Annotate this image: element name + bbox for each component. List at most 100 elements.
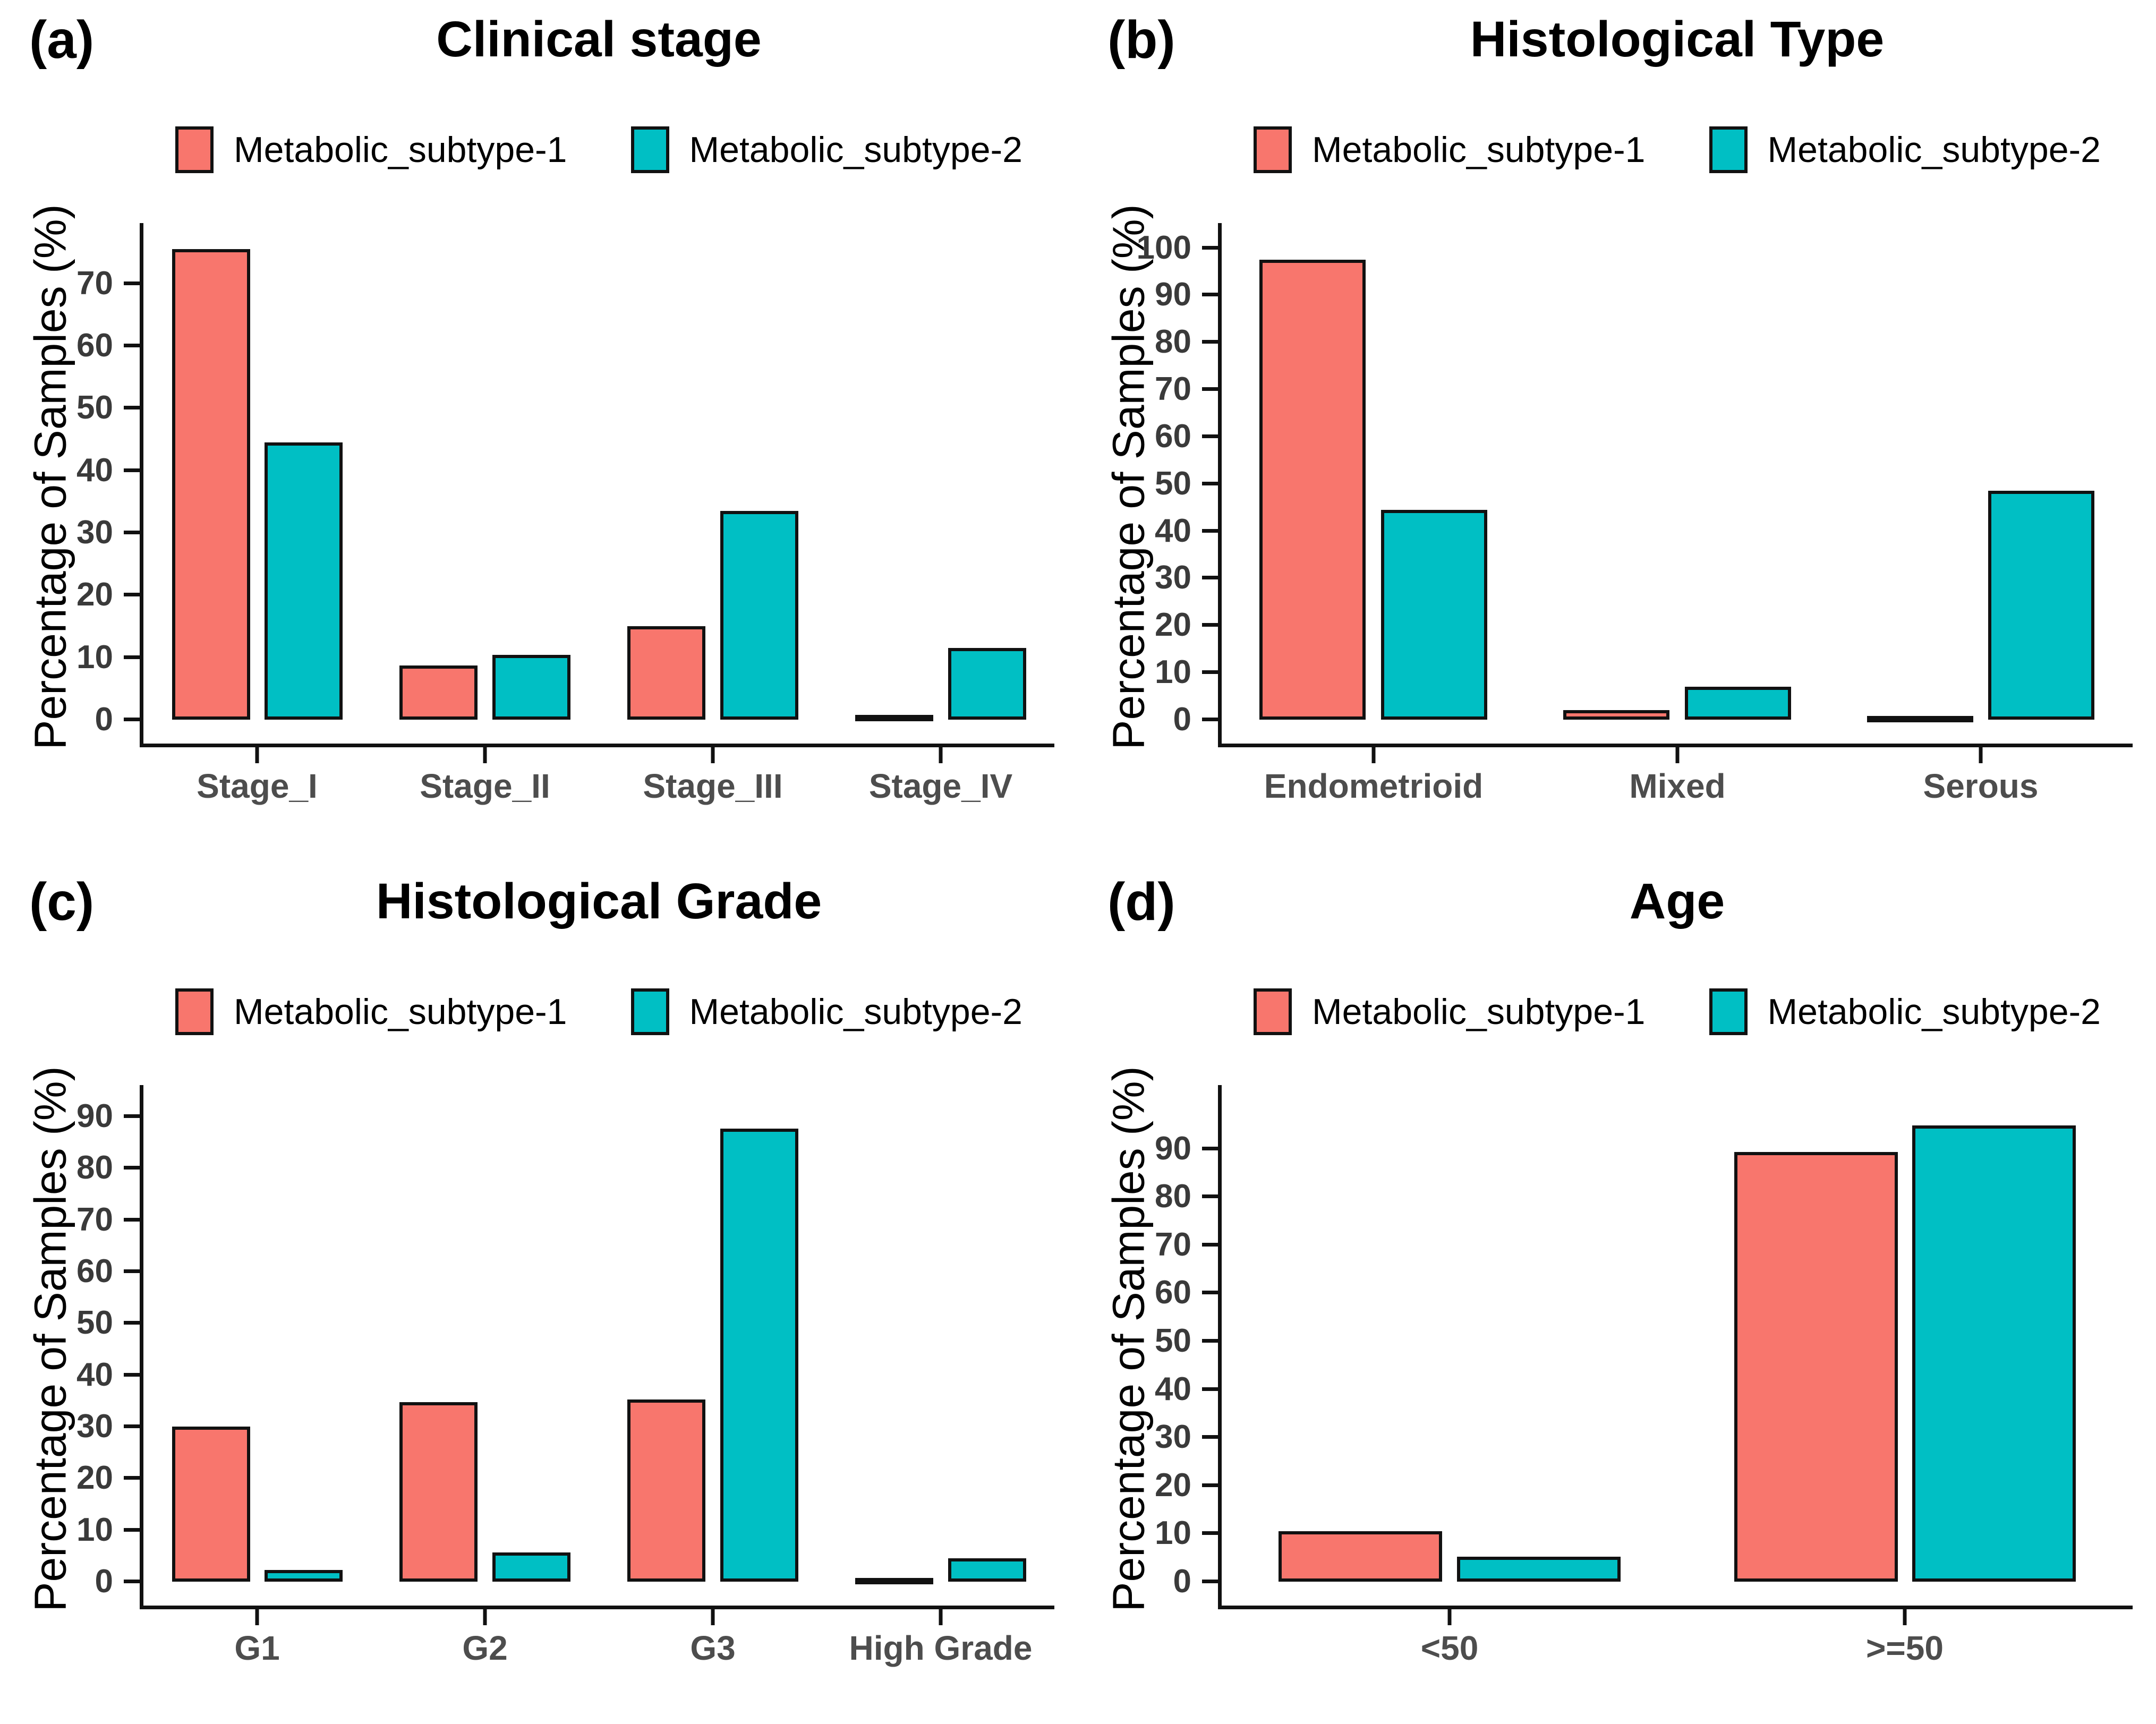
y-tick-label: 50 [1155, 1322, 1191, 1359]
panel-clinical-stage: (a) Clinical stage Metabolic_subtype-1 Meta… [0, 0, 1078, 862]
y-tick-mark [124, 593, 140, 596]
y-tick-mark [124, 468, 140, 472]
panel-histological-grade: (c) Histological Grade Metabolic_subtype-1… [0, 862, 1078, 1724]
y-tick-label: 0 [95, 1563, 113, 1600]
y-tick-mark [1202, 1339, 1218, 1343]
legend-label: Metabolic_subtype-2 [689, 130, 1022, 170]
x-tick-mark [1903, 1609, 1907, 1625]
y-tick-label: 30 [76, 514, 113, 551]
y-tick-mark [1202, 1243, 1218, 1247]
x-tick-mark [255, 747, 259, 763]
bar-Stage_I-subtype1 [172, 249, 250, 720]
panel-title: Age [1629, 873, 1725, 929]
x-category-label: Stage_II [420, 767, 550, 805]
legend-label: Metabolic_subtype-2 [1767, 130, 2101, 170]
y-tick-label: 90 [1155, 276, 1191, 313]
y-tick-label: 10 [1155, 654, 1191, 690]
y-tick-mark [1202, 246, 1218, 250]
y-tick-mark [1202, 623, 1218, 627]
y-tick-label: 50 [76, 389, 113, 426]
x-tick-mark [483, 1609, 487, 1625]
x-tick-mark [1979, 747, 1983, 763]
x-axis-line [1218, 1606, 2133, 1609]
bar-Stage_IV-subtype2 [948, 648, 1026, 720]
y-tick-label: 80 [76, 1149, 113, 1186]
y-tick-label: 50 [1155, 465, 1191, 502]
legend-label: Metabolic_subtype-1 [1312, 130, 1646, 170]
bar-G2-subtype2 [492, 1552, 570, 1582]
bar-Stage_III-subtype2 [720, 511, 798, 720]
y-tick-mark [124, 344, 140, 347]
bar->=50-subtype2 [1912, 1125, 2076, 1582]
y-tick-mark [124, 1269, 140, 1273]
y-tick-label: 30 [1155, 1419, 1191, 1455]
x-category-label: Stage_III [643, 767, 783, 805]
legend-label: Metabolic_subtype-1 [234, 130, 567, 170]
legend-item: Metabolic_subtype-1 [175, 126, 567, 173]
y-tick-mark [1202, 387, 1218, 391]
y-tick-label: 70 [1155, 1226, 1191, 1263]
panel-title: Clinical stage [436, 11, 762, 67]
y-tick-label: 40 [1155, 1371, 1191, 1407]
legend-label: Metabolic_subtype-1 [234, 992, 567, 1032]
x-category-label: G1 [234, 1629, 280, 1667]
y-tick-mark [124, 1424, 140, 1428]
y-tick-mark [124, 281, 140, 285]
x-category-label: Endometrioid [1264, 767, 1484, 805]
y-tick-mark [1202, 576, 1218, 579]
y-tick-label: 40 [1155, 513, 1191, 549]
panel-age: (d) Age Metabolic_subtype-1 Metabolic_subty… [1078, 862, 2156, 1724]
legend-label: Metabolic_subtype-2 [689, 992, 1022, 1032]
y-tick-label: 20 [76, 576, 113, 613]
bar-Stage_II-subtype2 [492, 655, 570, 720]
y-tick-mark [124, 1218, 140, 1222]
legend-color-swatch [175, 126, 214, 173]
y-tick-label: 20 [76, 1460, 113, 1496]
bar-Serous-subtype1 [1867, 716, 1973, 722]
y-tick-mark [124, 531, 140, 534]
y-tick-mark [1202, 529, 1218, 533]
legend-item: Metabolic_subtype-2 [630, 126, 1022, 173]
y-tick-label: 0 [1173, 701, 1191, 738]
y-tick-mark [124, 1476, 140, 1480]
y-tick-label: 90 [76, 1098, 113, 1134]
x-category-label: G3 [690, 1629, 736, 1667]
y-tick-label: 10 [1155, 1515, 1191, 1551]
y-tick-label: 30 [1155, 559, 1191, 596]
y-tick-label: 20 [1155, 607, 1191, 643]
y-axis-line [1218, 223, 1222, 747]
y-tick-label: 90 [1155, 1130, 1191, 1167]
legend: Metabolic_subtype-1 Metabolic_subtype-2 [1222, 126, 2133, 173]
y-tick-label: 0 [1173, 1563, 1191, 1600]
y-tick-mark [124, 1373, 140, 1377]
x-tick-mark [1371, 747, 1376, 763]
y-tick-mark [124, 1321, 140, 1325]
x-category-label: Mixed [1629, 767, 1726, 805]
y-tick-label: 60 [76, 1253, 113, 1290]
y-tick-label: 30 [76, 1408, 113, 1445]
x-tick-mark [939, 1609, 943, 1625]
y-tick-mark [1202, 482, 1218, 485]
panel-title: Histological Type [1470, 11, 1885, 67]
y-tick-mark [124, 1528, 140, 1532]
y-tick-label: 60 [1155, 1274, 1191, 1311]
x-tick-mark [1675, 747, 1680, 763]
legend-item: Metabolic_subtype-2 [1709, 126, 2101, 173]
legend-color-swatch [630, 126, 669, 173]
y-tick-mark [124, 1114, 140, 1118]
y-tick-label: 60 [76, 327, 113, 364]
bar-Serous-subtype2 [1988, 491, 2094, 720]
y-tick-mark [124, 718, 140, 721]
y-tick-label: 20 [1155, 1467, 1191, 1504]
legend: Metabolic_subtype-1 Metabolic_subtype-2 [1222, 988, 2133, 1035]
y-tick-mark [1202, 1435, 1218, 1439]
legend-item: Metabolic_subtype-2 [1709, 988, 2101, 1035]
bar-Endometrioid-subtype2 [1381, 510, 1487, 720]
bar-Mixed-subtype2 [1685, 687, 1791, 720]
bar-Stage_II-subtype1 [399, 665, 478, 720]
panel-letter: (c) [29, 872, 95, 932]
y-tick-mark [1202, 1147, 1218, 1150]
x-category-label: Stage_IV [868, 767, 1013, 805]
panel-letter: (a) [29, 10, 95, 70]
